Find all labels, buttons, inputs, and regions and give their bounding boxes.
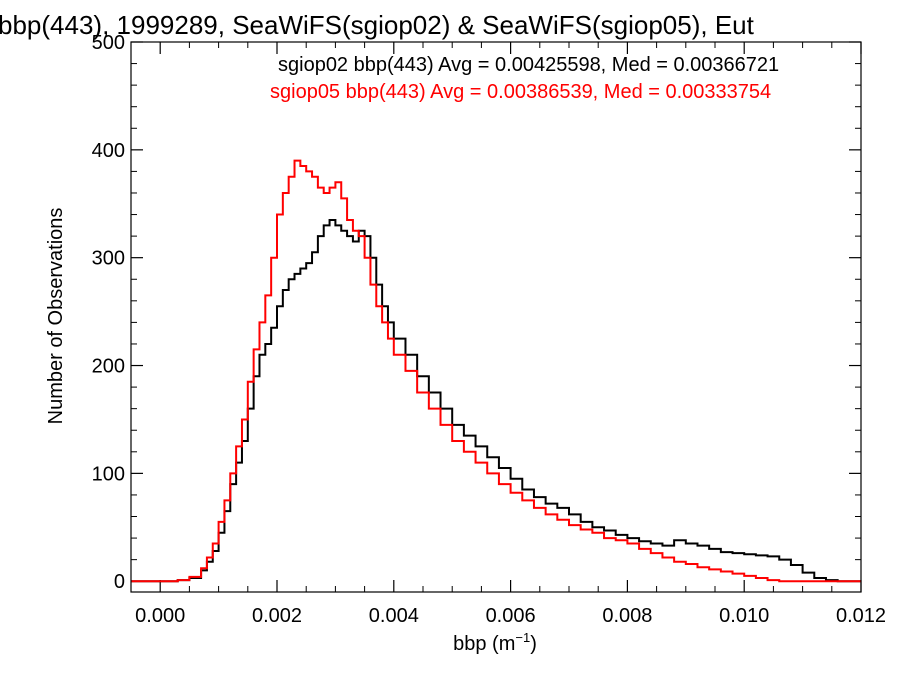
x-tick-label: 0.004 — [369, 605, 419, 627]
x-axis-label: bbp (m−1) — [453, 630, 537, 655]
x-tick-label: 0.002 — [252, 605, 302, 627]
y-tick-label: 300 — [92, 248, 125, 270]
y-tick-label: 200 — [92, 356, 125, 378]
x-tick-label: 0.010 — [719, 605, 769, 627]
x-tick-label: 0.008 — [602, 605, 652, 627]
x-axis-label-close: ) — [530, 633, 537, 655]
y-tick-label: 0 — [114, 571, 125, 593]
y-tick-label: 100 — [92, 463, 125, 485]
x-tick-label: 0.006 — [486, 605, 536, 627]
series-lines — [131, 159, 861, 583]
chart-title: bbp(443), 1999289, SeaWiFS(sgiop02) & Se… — [0, 10, 755, 40]
plot-frame — [130, 41, 862, 593]
y-tick-label: 500 — [92, 32, 125, 54]
x-axis-label-base: bbp (m — [453, 633, 515, 655]
series-line-sgiop05 — [131, 159, 861, 583]
y-tick-label: 400 — [92, 140, 125, 162]
x-tick-label: 0.012 — [836, 605, 886, 627]
x-axis-label-sup: −1 — [515, 630, 530, 645]
y-axis-label: Number of Observations — [45, 208, 67, 425]
series-stats-sgiop02: sgiop02 bbp(443) Avg = 0.00425598, Med =… — [278, 54, 779, 76]
tick-marks — [130, 41, 862, 592]
tick-labels: 0.000 0.002 0.004 0.006 0.008 0.010 0.012 0 100 2… — [92, 32, 886, 627]
x-tick-label: 0.000 — [135, 605, 185, 627]
series-stats-sgiop05: sgiop05 bbp(443) Avg = 0.00386539, Med =… — [270, 81, 771, 103]
